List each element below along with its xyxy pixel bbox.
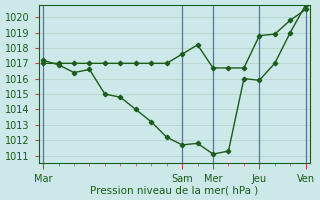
X-axis label: Pression niveau de la mer( hPa ): Pression niveau de la mer( hPa ) (90, 185, 259, 195)
